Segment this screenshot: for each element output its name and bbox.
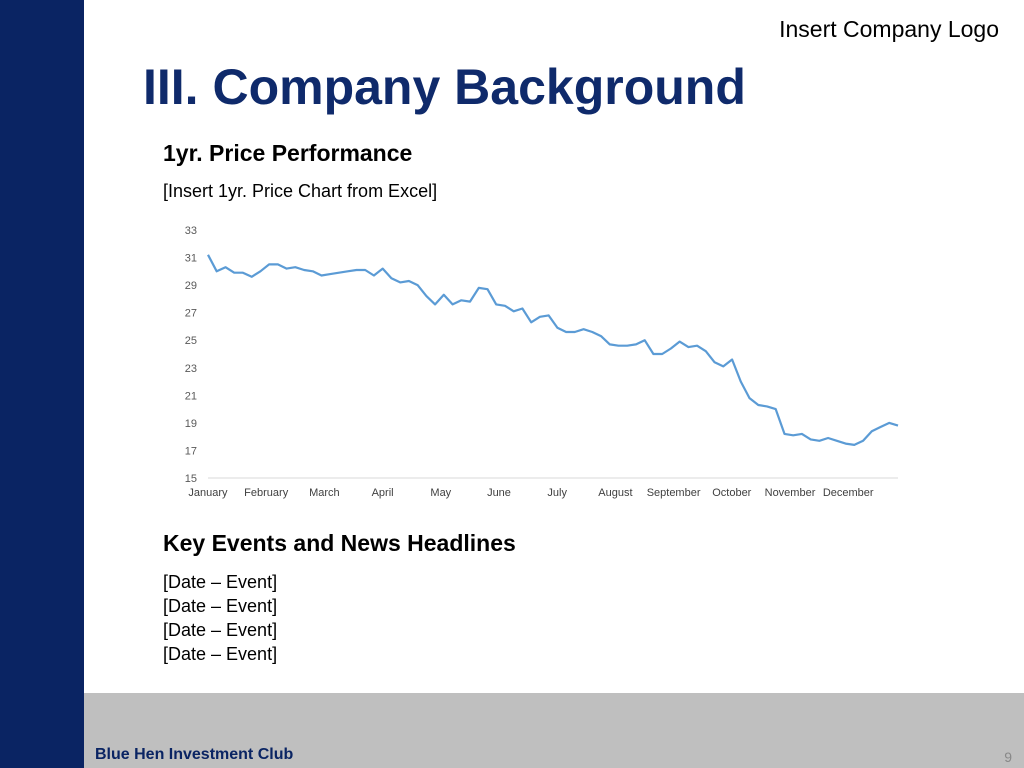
- x-tick-label: April: [372, 487, 394, 499]
- y-tick-label: 25: [185, 335, 197, 347]
- event-item: [Date – Event]: [163, 596, 277, 616]
- page-number: 9: [1004, 749, 1012, 765]
- price-chart: 15 17 19 21 23 25 27 29 31 33 January February March…: [185, 225, 899, 499]
- x-tick-label: February: [244, 487, 289, 499]
- y-tick-label: 21: [185, 390, 197, 402]
- side-bar: [0, 0, 84, 768]
- x-tick-label: November: [765, 487, 816, 499]
- x-tick-label: September: [647, 487, 701, 499]
- footer-club: Blue Hen Investment Club: [95, 746, 293, 763]
- section-heading: 1yr. Price Performance: [163, 140, 412, 166]
- events-list: [Date – Event] [Date – Event] [Date – Even…: [163, 572, 277, 664]
- y-tick-label: 33: [185, 225, 197, 237]
- y-tick-label: 29: [185, 280, 197, 292]
- logo-placeholder: Insert Company Logo: [779, 16, 999, 42]
- y-tick-label: 23: [185, 363, 197, 375]
- x-tick-label: December: [823, 487, 874, 499]
- x-tick-label: January: [188, 487, 228, 499]
- x-tick-label: March: [309, 487, 340, 499]
- price-line: [207, 254, 899, 446]
- x-tick-label: July: [547, 487, 567, 499]
- slide-title: III. Company Background: [143, 59, 746, 115]
- section-heading: Key Events and News Headlines: [163, 530, 516, 556]
- y-tick-label: 27: [185, 308, 197, 320]
- y-tick-label: 15: [185, 473, 197, 485]
- x-tick-label: June: [487, 487, 511, 499]
- chart-note: [Insert 1yr. Price Chart from Excel]: [163, 181, 437, 201]
- x-tick-label: August: [598, 487, 632, 499]
- x-tick-label: May: [430, 487, 451, 499]
- x-tick-label: October: [712, 487, 751, 499]
- y-tick-label: 17: [185, 445, 197, 457]
- event-item: [Date – Event]: [163, 620, 277, 640]
- footer-band: [84, 693, 1024, 768]
- event-item: [Date – Event]: [163, 644, 277, 664]
- y-tick-label: 31: [185, 253, 197, 265]
- y-tick-label: 19: [185, 418, 197, 430]
- event-item: [Date – Event]: [163, 572, 277, 592]
